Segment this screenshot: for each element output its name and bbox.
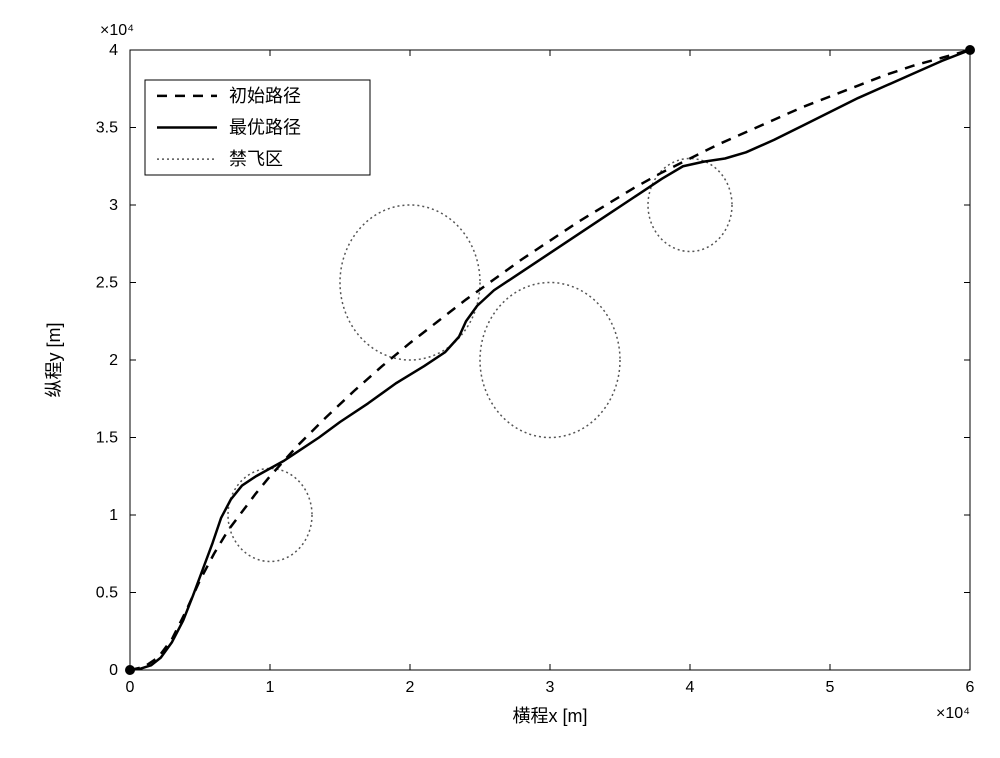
legend: 初始路径最优路径禁飞区 bbox=[145, 80, 370, 175]
xtick-label: 5 bbox=[826, 679, 835, 696]
y-exponent: ×10⁴ bbox=[100, 22, 134, 39]
ytick-label: 2 bbox=[109, 352, 118, 369]
ytick-label: 0.5 bbox=[96, 585, 118, 602]
ytick-label: 1.5 bbox=[96, 430, 118, 447]
xtick-label: 4 bbox=[686, 679, 695, 696]
path-chart: 0 1 2 3 4 5 6 0 0.5 1 1.5 2 2.5 3 3.5 4 ×10⁴ ×10⁴ 横程x [m] 纵… bbox=[0, 0, 1000, 758]
ytick-label: 0 bbox=[109, 662, 118, 679]
ytick-label: 1 bbox=[109, 507, 118, 524]
x-axis-label: 横程x [m] bbox=[513, 706, 588, 726]
xtick-label: 0 bbox=[126, 679, 135, 696]
y-axis-label: 纵程y [m] bbox=[44, 323, 64, 398]
ytick-label: 2.5 bbox=[96, 275, 118, 292]
x-exponent: ×10⁴ bbox=[936, 705, 970, 722]
xtick-label: 6 bbox=[966, 679, 975, 696]
endpoint-marker bbox=[125, 665, 135, 675]
ytick-label: 3.5 bbox=[96, 120, 118, 137]
legend-label: 初始路径 bbox=[229, 86, 301, 106]
xtick-label: 3 bbox=[546, 679, 555, 696]
chart-svg: 0 1 2 3 4 5 6 0 0.5 1 1.5 2 2.5 3 3.5 4 ×10⁴ ×10⁴ 横程x [m] 纵… bbox=[0, 0, 1000, 758]
ytick-label: 4 bbox=[109, 42, 118, 59]
xtick-label: 2 bbox=[406, 679, 415, 696]
legend-label: 最优路径 bbox=[229, 118, 301, 138]
legend-label: 禁飞区 bbox=[229, 149, 283, 169]
endpoint-marker bbox=[965, 45, 975, 55]
xtick-label: 1 bbox=[266, 679, 275, 696]
ytick-label: 3 bbox=[109, 197, 118, 214]
